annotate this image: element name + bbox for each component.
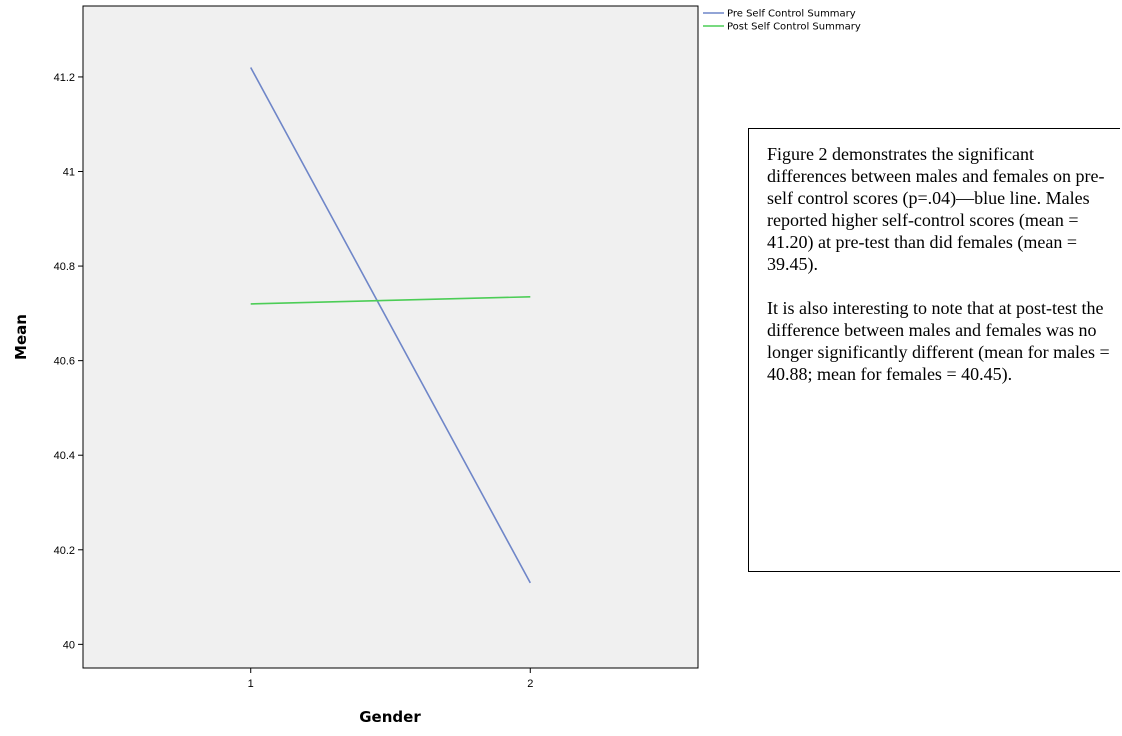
legend-label: Post Self Control Summary bbox=[727, 22, 861, 33]
series-lines bbox=[249, 67, 532, 584]
annotation-paragraph-1: Figure 2 demonstrates the significant di… bbox=[767, 144, 1105, 274]
annotation-paragraph-2: It is also interesting to note that at p… bbox=[767, 298, 1110, 384]
y-tick-label: 41.2 bbox=[54, 72, 75, 84]
legend: Pre Self Control Summary Post Self Contro… bbox=[703, 9, 861, 33]
y-axis-ticks: 40 40.2 40.4 40.6 40.8 41 41.2 bbox=[54, 72, 83, 651]
plot-area bbox=[82, 5, 699, 669]
y-tick-label: 40.6 bbox=[54, 356, 75, 368]
y-tick-label: 40.2 bbox=[54, 545, 75, 557]
y-tick-label: 40 bbox=[63, 639, 75, 651]
legend-label: Pre Self Control Summary bbox=[727, 9, 856, 20]
x-tick-label: 2 bbox=[527, 678, 533, 690]
y-axis-title: Mean bbox=[12, 314, 30, 360]
annotation-box: Figure 2 demonstrates the significant di… bbox=[748, 128, 1120, 572]
y-tick-label: 40.8 bbox=[54, 261, 75, 273]
y-tick-label: 41 bbox=[63, 167, 75, 179]
y-tick-label: 40.4 bbox=[54, 450, 75, 462]
series-line-pre bbox=[249, 67, 532, 584]
x-tick-label: 1 bbox=[248, 678, 254, 690]
series-line-post bbox=[250, 296, 531, 305]
x-axis-title: Gender bbox=[359, 708, 421, 726]
